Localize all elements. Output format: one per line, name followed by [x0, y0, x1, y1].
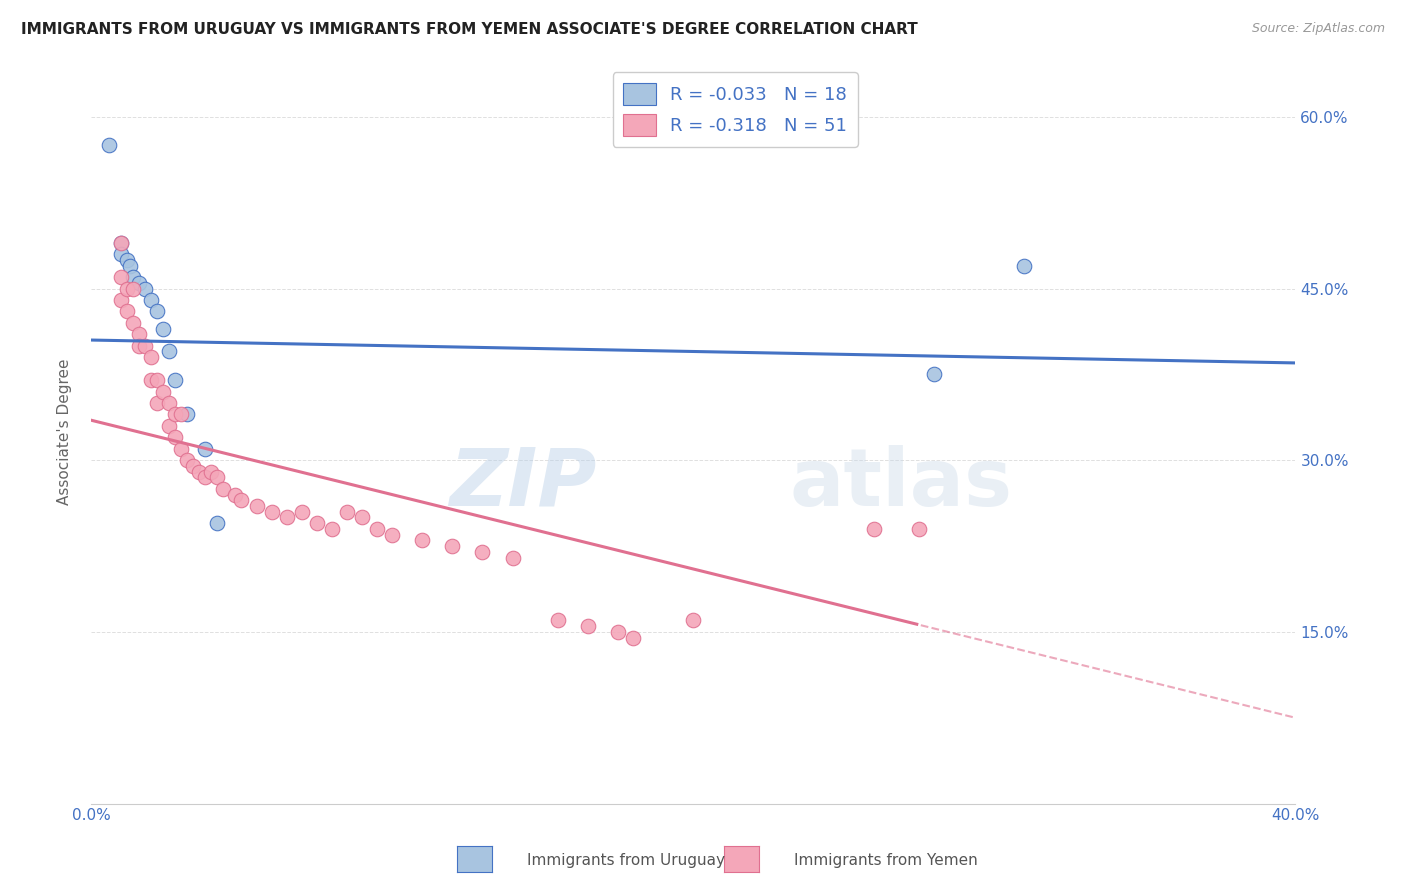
Point: [260, 505, 283, 519]
Point: [165, 408, 187, 422]
Point: [176, 408, 198, 422]
Point: [165, 373, 187, 387]
Point: [165, 430, 187, 444]
Point: [122, 281, 145, 295]
Text: Immigrants from Uruguay: Immigrants from Uruguay: [527, 853, 725, 868]
Point: [1014, 259, 1036, 273]
Point: [908, 522, 931, 536]
Point: [128, 276, 150, 290]
Point: [141, 373, 163, 387]
Point: [441, 539, 464, 553]
Point: [146, 304, 169, 318]
Text: IMMIGRANTS FROM URUGUAY VS IMMIGRANTS FROM YEMEN ASSOCIATE'S DEGREE CORRELATION : IMMIGRANTS FROM URUGUAY VS IMMIGRANTS FR…: [21, 22, 918, 37]
Text: ZIP: ZIP: [450, 445, 596, 523]
Point: [336, 505, 359, 519]
Point: [170, 442, 193, 456]
Point: [411, 533, 433, 548]
Point: [194, 470, 217, 484]
Point: [350, 510, 373, 524]
Point: [366, 522, 388, 536]
Point: [224, 487, 246, 501]
Point: [212, 482, 235, 496]
Point: [141, 350, 163, 364]
Point: [381, 527, 404, 541]
Point: [606, 624, 628, 639]
Text: Source: ZipAtlas.com: Source: ZipAtlas.com: [1251, 22, 1385, 36]
Point: [146, 373, 169, 387]
Point: [157, 396, 180, 410]
Point: [115, 252, 138, 267]
Point: [471, 545, 494, 559]
Point: [922, 368, 945, 382]
Point: [576, 619, 599, 633]
Point: [141, 293, 163, 307]
Point: [98, 138, 121, 153]
Point: [134, 281, 156, 295]
Point: [152, 321, 174, 335]
Point: [291, 505, 314, 519]
Point: [207, 470, 229, 484]
Point: [181, 458, 204, 473]
Text: Immigrants from Yemen: Immigrants from Yemen: [794, 853, 979, 868]
Point: [245, 499, 267, 513]
Point: [110, 270, 132, 285]
Point: [188, 465, 211, 479]
Point: [231, 493, 253, 508]
Point: [157, 344, 180, 359]
Point: [115, 304, 138, 318]
Point: [120, 259, 142, 273]
Point: [194, 442, 217, 456]
Point: [200, 465, 222, 479]
Point: [176, 453, 198, 467]
Point: [547, 614, 569, 628]
Point: [122, 316, 145, 330]
Text: atlas: atlas: [790, 445, 1012, 523]
Point: [276, 510, 298, 524]
Point: [207, 516, 229, 531]
Point: [128, 339, 150, 353]
Point: [170, 408, 193, 422]
Point: [152, 384, 174, 399]
Point: [321, 522, 343, 536]
Point: [146, 396, 169, 410]
Point: [502, 550, 524, 565]
Point: [128, 327, 150, 342]
Point: [110, 293, 132, 307]
Point: [682, 614, 704, 628]
Point: [110, 235, 132, 250]
Point: [305, 516, 328, 531]
Point: [115, 281, 138, 295]
Point: [110, 235, 132, 250]
Point: [122, 270, 145, 285]
Point: [134, 339, 156, 353]
Point: [110, 247, 132, 261]
Y-axis label: Associate's Degree: Associate's Degree: [58, 359, 72, 505]
Point: [157, 418, 180, 433]
Legend: R = -0.033   N = 18, R = -0.318   N = 51: R = -0.033 N = 18, R = -0.318 N = 51: [613, 72, 858, 147]
Point: [621, 631, 644, 645]
Point: [863, 522, 886, 536]
